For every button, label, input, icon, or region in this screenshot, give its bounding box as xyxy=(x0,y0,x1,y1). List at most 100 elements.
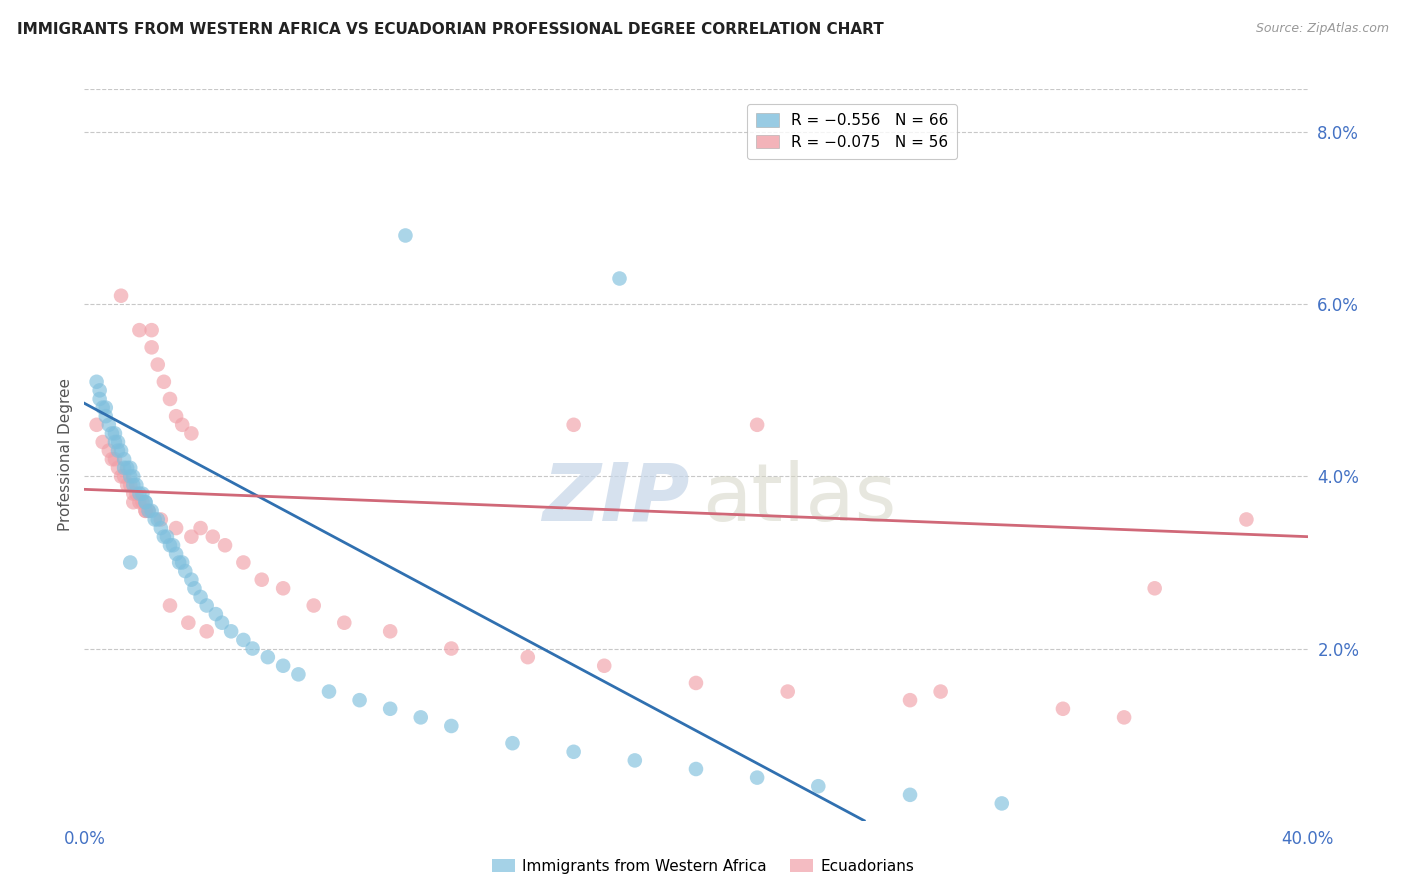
Point xyxy=(128,495,150,509)
Point xyxy=(180,426,202,441)
Point xyxy=(409,710,432,724)
Point xyxy=(115,478,138,492)
Point xyxy=(747,771,769,785)
Point xyxy=(120,460,142,475)
Point xyxy=(104,426,127,441)
Point xyxy=(165,547,187,561)
Point xyxy=(1114,710,1136,724)
Point xyxy=(131,495,153,509)
Point xyxy=(86,417,108,432)
Point xyxy=(110,289,132,303)
Point xyxy=(112,469,135,483)
Point xyxy=(122,469,145,483)
Point xyxy=(1052,702,1074,716)
Point xyxy=(89,384,111,398)
Point xyxy=(190,590,212,604)
Point xyxy=(219,624,242,639)
Point xyxy=(112,452,135,467)
Point xyxy=(149,521,172,535)
Point xyxy=(138,504,160,518)
Point xyxy=(172,417,194,432)
Point xyxy=(128,486,150,500)
Point xyxy=(125,486,148,500)
Point xyxy=(97,443,120,458)
Legend: Immigrants from Western Africa, Ecuadorians: Immigrants from Western Africa, Ecuadori… xyxy=(485,853,921,880)
Point xyxy=(174,564,197,578)
Point xyxy=(747,417,769,432)
Point xyxy=(125,478,148,492)
Point xyxy=(214,538,236,552)
Point xyxy=(394,228,416,243)
Point xyxy=(180,573,202,587)
Point xyxy=(1236,512,1258,526)
Point xyxy=(107,443,129,458)
Point xyxy=(156,530,179,544)
Point xyxy=(120,556,142,570)
Point xyxy=(205,607,228,621)
Point xyxy=(122,486,145,500)
Point xyxy=(349,693,371,707)
Point xyxy=(101,452,124,467)
Point xyxy=(180,530,202,544)
Point xyxy=(257,650,280,665)
Text: ZIP: ZIP xyxy=(543,459,690,538)
Point xyxy=(115,460,138,475)
Point xyxy=(609,271,631,285)
Point xyxy=(318,684,340,698)
Point xyxy=(624,753,647,767)
Point xyxy=(271,582,294,596)
Point xyxy=(232,632,254,647)
Point xyxy=(287,667,309,681)
Point xyxy=(128,323,150,337)
Point xyxy=(232,556,254,570)
Point xyxy=(153,530,176,544)
Point xyxy=(122,495,145,509)
Point xyxy=(172,556,194,570)
Point xyxy=(120,469,142,483)
Point xyxy=(685,676,707,690)
Point xyxy=(159,599,181,613)
Point xyxy=(149,512,172,526)
Point xyxy=(807,779,830,793)
Legend: R = −0.556   N = 66, R = −0.075   N = 56: R = −0.556 N = 66, R = −0.075 N = 56 xyxy=(747,104,957,159)
Point xyxy=(302,599,325,613)
Text: atlas: atlas xyxy=(702,459,897,538)
Point xyxy=(593,658,616,673)
Point xyxy=(107,435,129,450)
Point xyxy=(380,624,402,639)
Point xyxy=(94,409,117,424)
Point xyxy=(502,736,524,750)
Point xyxy=(333,615,356,630)
Point xyxy=(562,745,585,759)
Point xyxy=(141,323,163,337)
Point xyxy=(104,435,127,450)
Point xyxy=(122,478,145,492)
Point xyxy=(112,460,135,475)
Point xyxy=(1143,582,1166,596)
Point xyxy=(242,641,264,656)
Point xyxy=(159,538,181,552)
Point xyxy=(380,702,402,716)
Point xyxy=(135,504,157,518)
Point xyxy=(146,512,169,526)
Point xyxy=(250,573,273,587)
Point xyxy=(89,392,111,406)
Point xyxy=(685,762,707,776)
Point xyxy=(898,788,921,802)
Point xyxy=(146,358,169,372)
Point xyxy=(162,538,184,552)
Point xyxy=(110,469,132,483)
Point xyxy=(107,460,129,475)
Point xyxy=(201,530,224,544)
Point xyxy=(195,624,218,639)
Point xyxy=(195,599,218,613)
Point xyxy=(86,375,108,389)
Point xyxy=(97,417,120,432)
Point xyxy=(141,504,163,518)
Point xyxy=(440,719,463,733)
Y-axis label: Professional Degree: Professional Degree xyxy=(58,378,73,532)
Point xyxy=(94,401,117,415)
Point xyxy=(91,435,114,450)
Point xyxy=(177,615,200,630)
Point xyxy=(167,556,190,570)
